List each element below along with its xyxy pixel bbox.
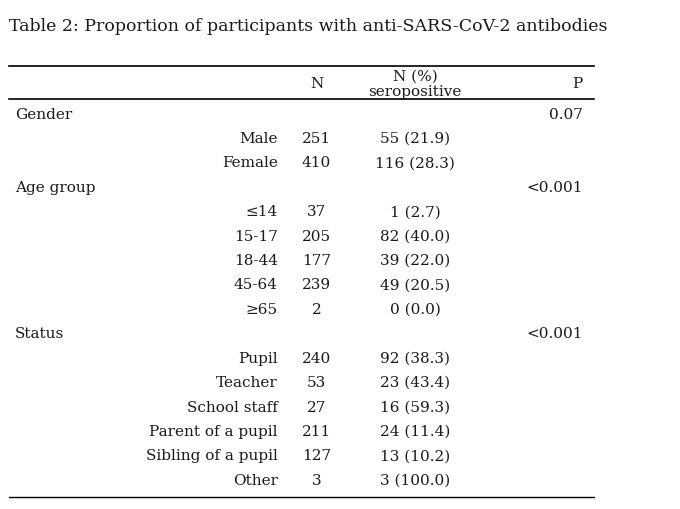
Text: 16 (59.3): 16 (59.3) [380,401,450,414]
Text: Sibling of a pupil: Sibling of a pupil [146,449,277,463]
Text: Other: Other [233,474,277,488]
Text: ≥65: ≥65 [245,303,277,317]
Text: Pupil: Pupil [238,352,277,365]
Text: 177: 177 [302,254,331,268]
Text: Female: Female [222,156,277,171]
Text: 127: 127 [302,449,331,463]
Text: 49 (20.5): 49 (20.5) [380,278,450,293]
Text: Gender: Gender [15,107,72,122]
Text: 53: 53 [307,376,326,390]
Text: 24 (11.4): 24 (11.4) [380,425,450,439]
Text: 45-64: 45-64 [234,278,277,293]
Text: 55 (21.9): 55 (21.9) [380,132,450,146]
Text: 37: 37 [307,205,326,219]
Text: Table 2: Proportion of participants with anti-SARS-CoV-2 antibodies: Table 2: Proportion of participants with… [9,18,607,35]
Text: 1 (2.7): 1 (2.7) [390,205,441,219]
Text: Male: Male [239,132,277,146]
Text: 0.07: 0.07 [549,107,583,122]
Text: 27: 27 [307,401,326,414]
Text: 23 (43.4): 23 (43.4) [380,376,450,390]
Text: <0.001: <0.001 [526,327,583,342]
Text: 205: 205 [302,230,331,244]
Text: 18-44: 18-44 [234,254,277,268]
Text: 13 (10.2): 13 (10.2) [380,449,450,463]
Text: School staff: School staff [187,401,277,414]
Text: P: P [573,77,583,91]
Text: 251: 251 [302,132,331,146]
Text: 211: 211 [302,425,331,439]
Text: 240: 240 [302,352,331,365]
Text: Age group: Age group [15,181,95,195]
Text: N (%)
seropositive: N (%) seropositive [369,69,462,99]
Text: 92 (38.3): 92 (38.3) [380,352,450,365]
Text: 82 (40.0): 82 (40.0) [380,230,450,244]
Text: Teacher: Teacher [216,376,277,390]
Text: 239: 239 [302,278,331,293]
Text: 3: 3 [311,474,322,488]
Text: <0.001: <0.001 [526,181,583,195]
Text: 15-17: 15-17 [234,230,277,244]
Text: 39 (22.0): 39 (22.0) [380,254,450,268]
Text: 410: 410 [302,156,331,171]
Text: 3 (100.0): 3 (100.0) [380,474,450,488]
Text: 116 (28.3): 116 (28.3) [375,156,455,171]
Text: N: N [310,77,323,91]
Text: 2: 2 [311,303,322,317]
Text: ≤14: ≤14 [245,205,277,219]
Text: Parent of a pupil: Parent of a pupil [149,425,277,439]
Text: Status: Status [15,327,64,342]
Text: 0 (0.0): 0 (0.0) [390,303,441,317]
